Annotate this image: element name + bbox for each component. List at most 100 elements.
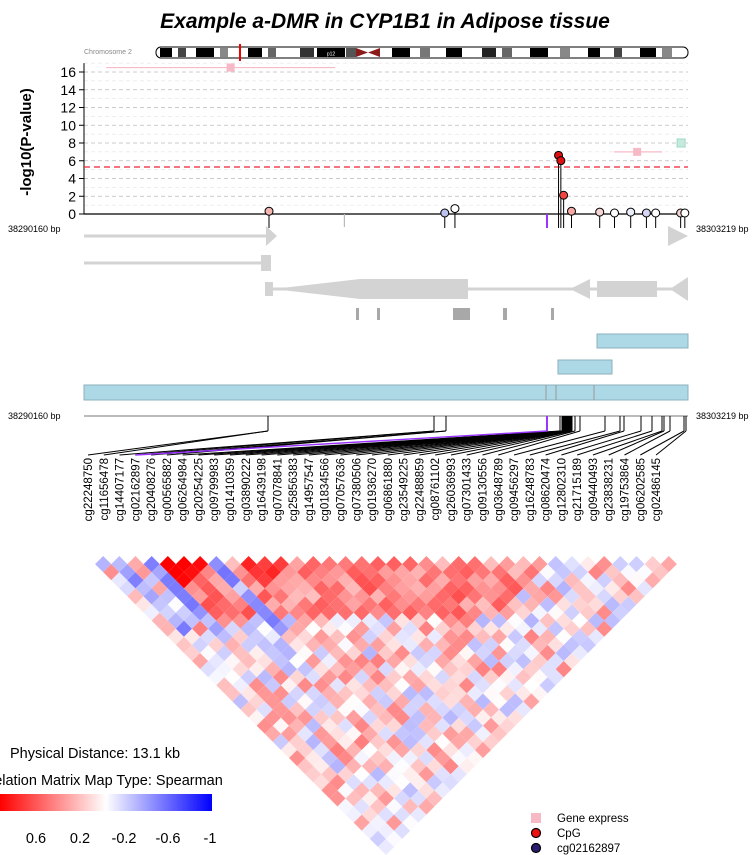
- heatmap-cell: [313, 612, 330, 629]
- heatmap-cell: [571, 580, 589, 597]
- heatmap-cell: [248, 661, 265, 678]
- heatmap-cell: [410, 644, 427, 662]
- cpg-name-label: cg06264984: [178, 457, 190, 521]
- heatmap-cell: [264, 693, 281, 710]
- heatmap-cell: [240, 652, 257, 670]
- chromosome-band: [662, 48, 672, 57]
- cpg-name-label: cg09440493: [588, 458, 600, 521]
- heatmap-cell: [499, 701, 516, 718]
- heatmap-cell: [377, 661, 395, 678]
- heatmap-cell: [531, 669, 548, 686]
- heatmap-cell: [450, 556, 467, 573]
- heatmap-cell: [386, 749, 403, 767]
- heatmap-cell: [418, 717, 435, 734]
- heatmap-cell: [636, 580, 653, 597]
- cpg-name-label: cg09130556: [478, 458, 490, 521]
- heatmap-cell: [394, 612, 411, 629]
- heatmap-cell: [240, 701, 257, 718]
- heatmap-cell: [482, 733, 500, 750]
- gene-arrow: [570, 279, 590, 299]
- heatmap-cell: [119, 564, 136, 581]
- heatmap-cell: [369, 572, 386, 589]
- colorbar-tick-label: -0.2: [112, 831, 137, 847]
- connector-line: [608, 430, 665, 456]
- heatmap-cell: [297, 661, 314, 678]
- cpg-point: [595, 207, 605, 217]
- heatmap-cell: [474, 580, 492, 597]
- heatmap-cell: [337, 588, 354, 605]
- heatmap-cell: [612, 556, 629, 573]
- heatmap-cell: [377, 580, 395, 597]
- heatmap-cell: [264, 677, 281, 694]
- chromosome-band: [560, 48, 570, 57]
- heatmap-cell: [313, 661, 330, 678]
- heatmap-cell: [313, 693, 330, 710]
- heatmap-cell: [289, 733, 306, 750]
- heatmap-cell: [353, 814, 370, 831]
- heatmap-cell: [531, 652, 548, 670]
- heatmap-cell: [450, 652, 467, 670]
- heatmap-cell: [426, 790, 443, 807]
- heatmap-cell: [369, 749, 386, 767]
- cpg-name-label: cg06202585: [635, 458, 647, 521]
- chromosome-band: [160, 48, 172, 57]
- heatmap-cell: [240, 572, 257, 589]
- heatmap-cell: [410, 677, 427, 694]
- heatmap-cell: [313, 564, 330, 581]
- heatmap-cell: [329, 741, 346, 759]
- heatmap-cell: [499, 652, 516, 670]
- band-p12: [317, 48, 345, 57]
- heatmap-cell: [515, 620, 532, 637]
- heatmap-cell: [369, 620, 386, 637]
- heatmap-cell: [321, 652, 338, 670]
- heatmap-cell: [361, 644, 378, 662]
- heatmap-cell: [272, 717, 290, 734]
- heatmap-cell: [386, 798, 403, 815]
- heatmap-cell: [289, 620, 306, 637]
- heatmap-cell: [491, 693, 508, 710]
- heatmap-cell: [386, 556, 403, 573]
- heatmap-cell: [450, 766, 467, 783]
- cpg-point: [264, 206, 274, 216]
- gene-tracks: [83, 226, 689, 417]
- heatmap-cell: [297, 725, 314, 742]
- regulatory-region: [557, 359, 613, 375]
- heatmap-cell: [337, 572, 354, 589]
- connector-line: [466, 430, 573, 456]
- heatmap-cell: [507, 709, 524, 726]
- heatmap-cell: [329, 758, 346, 775]
- heatmap-cell: [272, 572, 290, 589]
- heatmap-cell: [337, 652, 354, 670]
- cpg-name-label: cg07380506: [351, 458, 363, 521]
- heatmap-cell: [515, 604, 532, 621]
- heatmap-cell: [151, 564, 168, 581]
- heatmap-cell: [474, 628, 492, 645]
- heatmap-cell: [474, 612, 492, 629]
- heatmap-cell: [329, 628, 346, 645]
- cpg-name-label: cg22488859: [414, 458, 426, 521]
- heatmap-cell: [377, 612, 395, 629]
- cpg-name-label: cg00565882: [162, 458, 174, 521]
- exon-block: [597, 281, 657, 297]
- transcript-arrow: [266, 226, 277, 246]
- cpg-name-label: cg07057636: [335, 458, 347, 521]
- chromosome-band: [482, 48, 496, 57]
- heatmap-cell: [353, 620, 370, 637]
- cpg-name-label: cg01936270: [367, 458, 379, 521]
- heatmap-cell: [208, 620, 225, 637]
- heatmap-cell: [329, 612, 346, 629]
- heatmap-cell: [337, 766, 354, 783]
- heatmap-cell: [369, 652, 386, 670]
- heatmap-cell: [264, 725, 281, 742]
- heatmap-cell: [313, 628, 330, 645]
- heatmap-cell: [369, 766, 386, 783]
- heatmap-cell: [248, 564, 265, 581]
- cpg-name-label: cg12802310: [556, 458, 568, 521]
- heatmap-cell: [571, 596, 589, 613]
- heatmap-cell: [305, 669, 322, 686]
- y-tick-label: 8: [68, 135, 76, 151]
- heatmap-cell: [377, 790, 395, 807]
- heatmap-cell: [402, 556, 419, 573]
- heatmap-cell: [321, 588, 338, 605]
